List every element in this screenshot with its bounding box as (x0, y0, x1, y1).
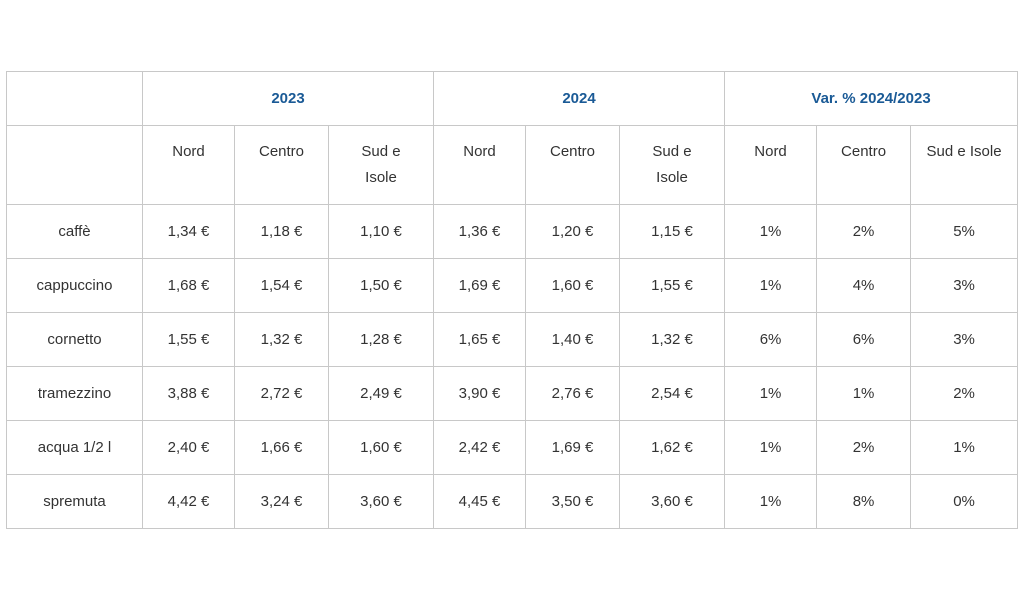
price-cell: 1,68 € (142, 258, 235, 313)
variation-cell: 6% (816, 312, 912, 367)
subheader-cell: Centro (816, 125, 912, 205)
price-cell: 1,69 € (433, 258, 527, 313)
subheader-cell: Nord (142, 125, 235, 205)
row-label: acqua 1/2 l (6, 420, 143, 475)
table-row: spremuta 4,42 €3,24 €3,60 €4,45 €3,50 €3,… (6, 474, 1019, 529)
table-row: tramezzino 3,88 €2,72 €2,49 €3,90 €2,76 €… (6, 366, 1019, 421)
price-cell: 1,20 € (525, 204, 621, 259)
price-cell: 3,60 € (619, 474, 726, 529)
price-cell: 4,42 € (142, 474, 235, 529)
price-cell: 3,50 € (525, 474, 621, 529)
price-cell: 1,54 € (234, 258, 329, 313)
table-row: cappuccino 1,68 €1,54 €1,50 €1,69 €1,60 €… (6, 258, 1019, 313)
price-cell: 1,36 € (433, 204, 527, 259)
subheader-cell: Sud e Isole (619, 125, 726, 205)
variation-cell: 2% (816, 204, 912, 259)
group-header-2024: 2024 (433, 71, 726, 126)
corner-cell (6, 125, 143, 205)
price-cell: 1,69 € (525, 420, 621, 475)
price-cell: 3,24 € (234, 474, 329, 529)
subheader-cell: Sud e Isole (327, 125, 435, 205)
price-cell: 1,62 € (619, 420, 726, 475)
subheader-label: Centro (550, 143, 596, 160)
subheader-label: Centro (258, 143, 305, 160)
variation-cell: 1% (910, 420, 1019, 475)
variation-cell: 1% (724, 366, 818, 421)
variation-cell: 2% (816, 420, 912, 475)
row-label: cappuccino (6, 258, 143, 313)
price-cell: 2,54 € (619, 366, 726, 421)
subheader-cell: Nord (433, 125, 527, 205)
price-cell: 1,66 € (234, 420, 329, 475)
variation-cell: 1% (724, 420, 818, 475)
subheader-label: Nord (172, 143, 205, 160)
price-cell: 1,55 € (619, 258, 726, 313)
variation-cell: 2% (910, 366, 1019, 421)
price-cell: 1,50 € (327, 258, 435, 313)
price-cell: 2,42 € (433, 420, 527, 475)
variation-cell: 8% (816, 474, 912, 529)
price-comparison-table: 2023 2024 Var. % 2024/2023 Nord Centro S… (6, 71, 1019, 529)
variation-cell: 0% (910, 474, 1019, 529)
group-header-2023: 2023 (141, 71, 435, 126)
price-cell: 1,60 € (327, 420, 435, 475)
price-cell: 1,18 € (234, 204, 329, 259)
subheader-cell: Sud e Isole (910, 125, 1019, 205)
variation-cell: 1% (724, 474, 818, 529)
price-cell: 3,60 € (327, 474, 435, 529)
price-cell: 1,40 € (525, 312, 621, 367)
price-cell: 1,32 € (619, 312, 726, 367)
subheader-label: Sud e Isole (926, 143, 1002, 160)
variation-cell: 1% (816, 366, 912, 421)
price-cell: 4,45 € (433, 474, 527, 529)
price-cell: 1,28 € (327, 312, 435, 367)
price-cell: 2,40 € (142, 420, 235, 475)
subheader-label: Sud e Isole (361, 143, 401, 186)
price-cell: 3,88 € (142, 366, 235, 421)
price-cell: 2,76 € (525, 366, 621, 421)
variation-cell: 3% (910, 312, 1019, 367)
subheader-label: Sud e Isole (652, 143, 692, 186)
row-label: caffè (6, 204, 143, 259)
variation-cell: 4% (816, 258, 912, 313)
price-cell: 2,72 € (234, 366, 329, 421)
variation-cell: 1% (724, 204, 818, 259)
subheader-cell: Nord (724, 125, 818, 205)
group-header-variation: Var. % 2024/2023 (724, 71, 1019, 126)
row-label: cornetto (6, 312, 143, 367)
price-cell: 1,15 € (619, 204, 726, 259)
table-row: cornetto 1,55 €1,32 €1,28 €1,65 €1,40 €1,… (6, 312, 1019, 367)
variation-cell: 1% (724, 258, 818, 313)
group-header-row: 2023 2024 Var. % 2024/2023 (6, 71, 1019, 126)
table-row: caffè 1,34 €1,18 €1,10 €1,36 €1,20 €1,15 … (6, 204, 1019, 259)
variation-cell: 5% (910, 204, 1019, 259)
price-cell: 1,60 € (525, 258, 621, 313)
corner-cell (6, 71, 143, 126)
price-cell: 1,34 € (142, 204, 235, 259)
variation-cell: 3% (910, 258, 1019, 313)
subheader-cell: Centro (525, 125, 621, 205)
row-label: spremuta (6, 474, 143, 529)
variation-cell: 6% (724, 312, 818, 367)
table-row: acqua 1/2 l 2,40 €1,66 €1,60 €2,42 €1,69 … (6, 420, 1019, 475)
price-cell: 2,49 € (327, 366, 435, 421)
subheader-cell: Centro (234, 125, 329, 205)
subheader-row: Nord Centro Sud e Isole Nord Centro Sud … (6, 125, 1019, 205)
price-cell: 1,32 € (234, 312, 329, 367)
price-cell: 1,10 € (327, 204, 435, 259)
subheader-label: Centro (841, 143, 887, 160)
price-cell: 1,55 € (142, 312, 235, 367)
price-cell: 1,65 € (433, 312, 527, 367)
price-cell: 3,90 € (433, 366, 527, 421)
row-label: tramezzino (6, 366, 143, 421)
subheader-label: Nord (754, 143, 787, 160)
subheader-label: Nord (463, 143, 496, 160)
